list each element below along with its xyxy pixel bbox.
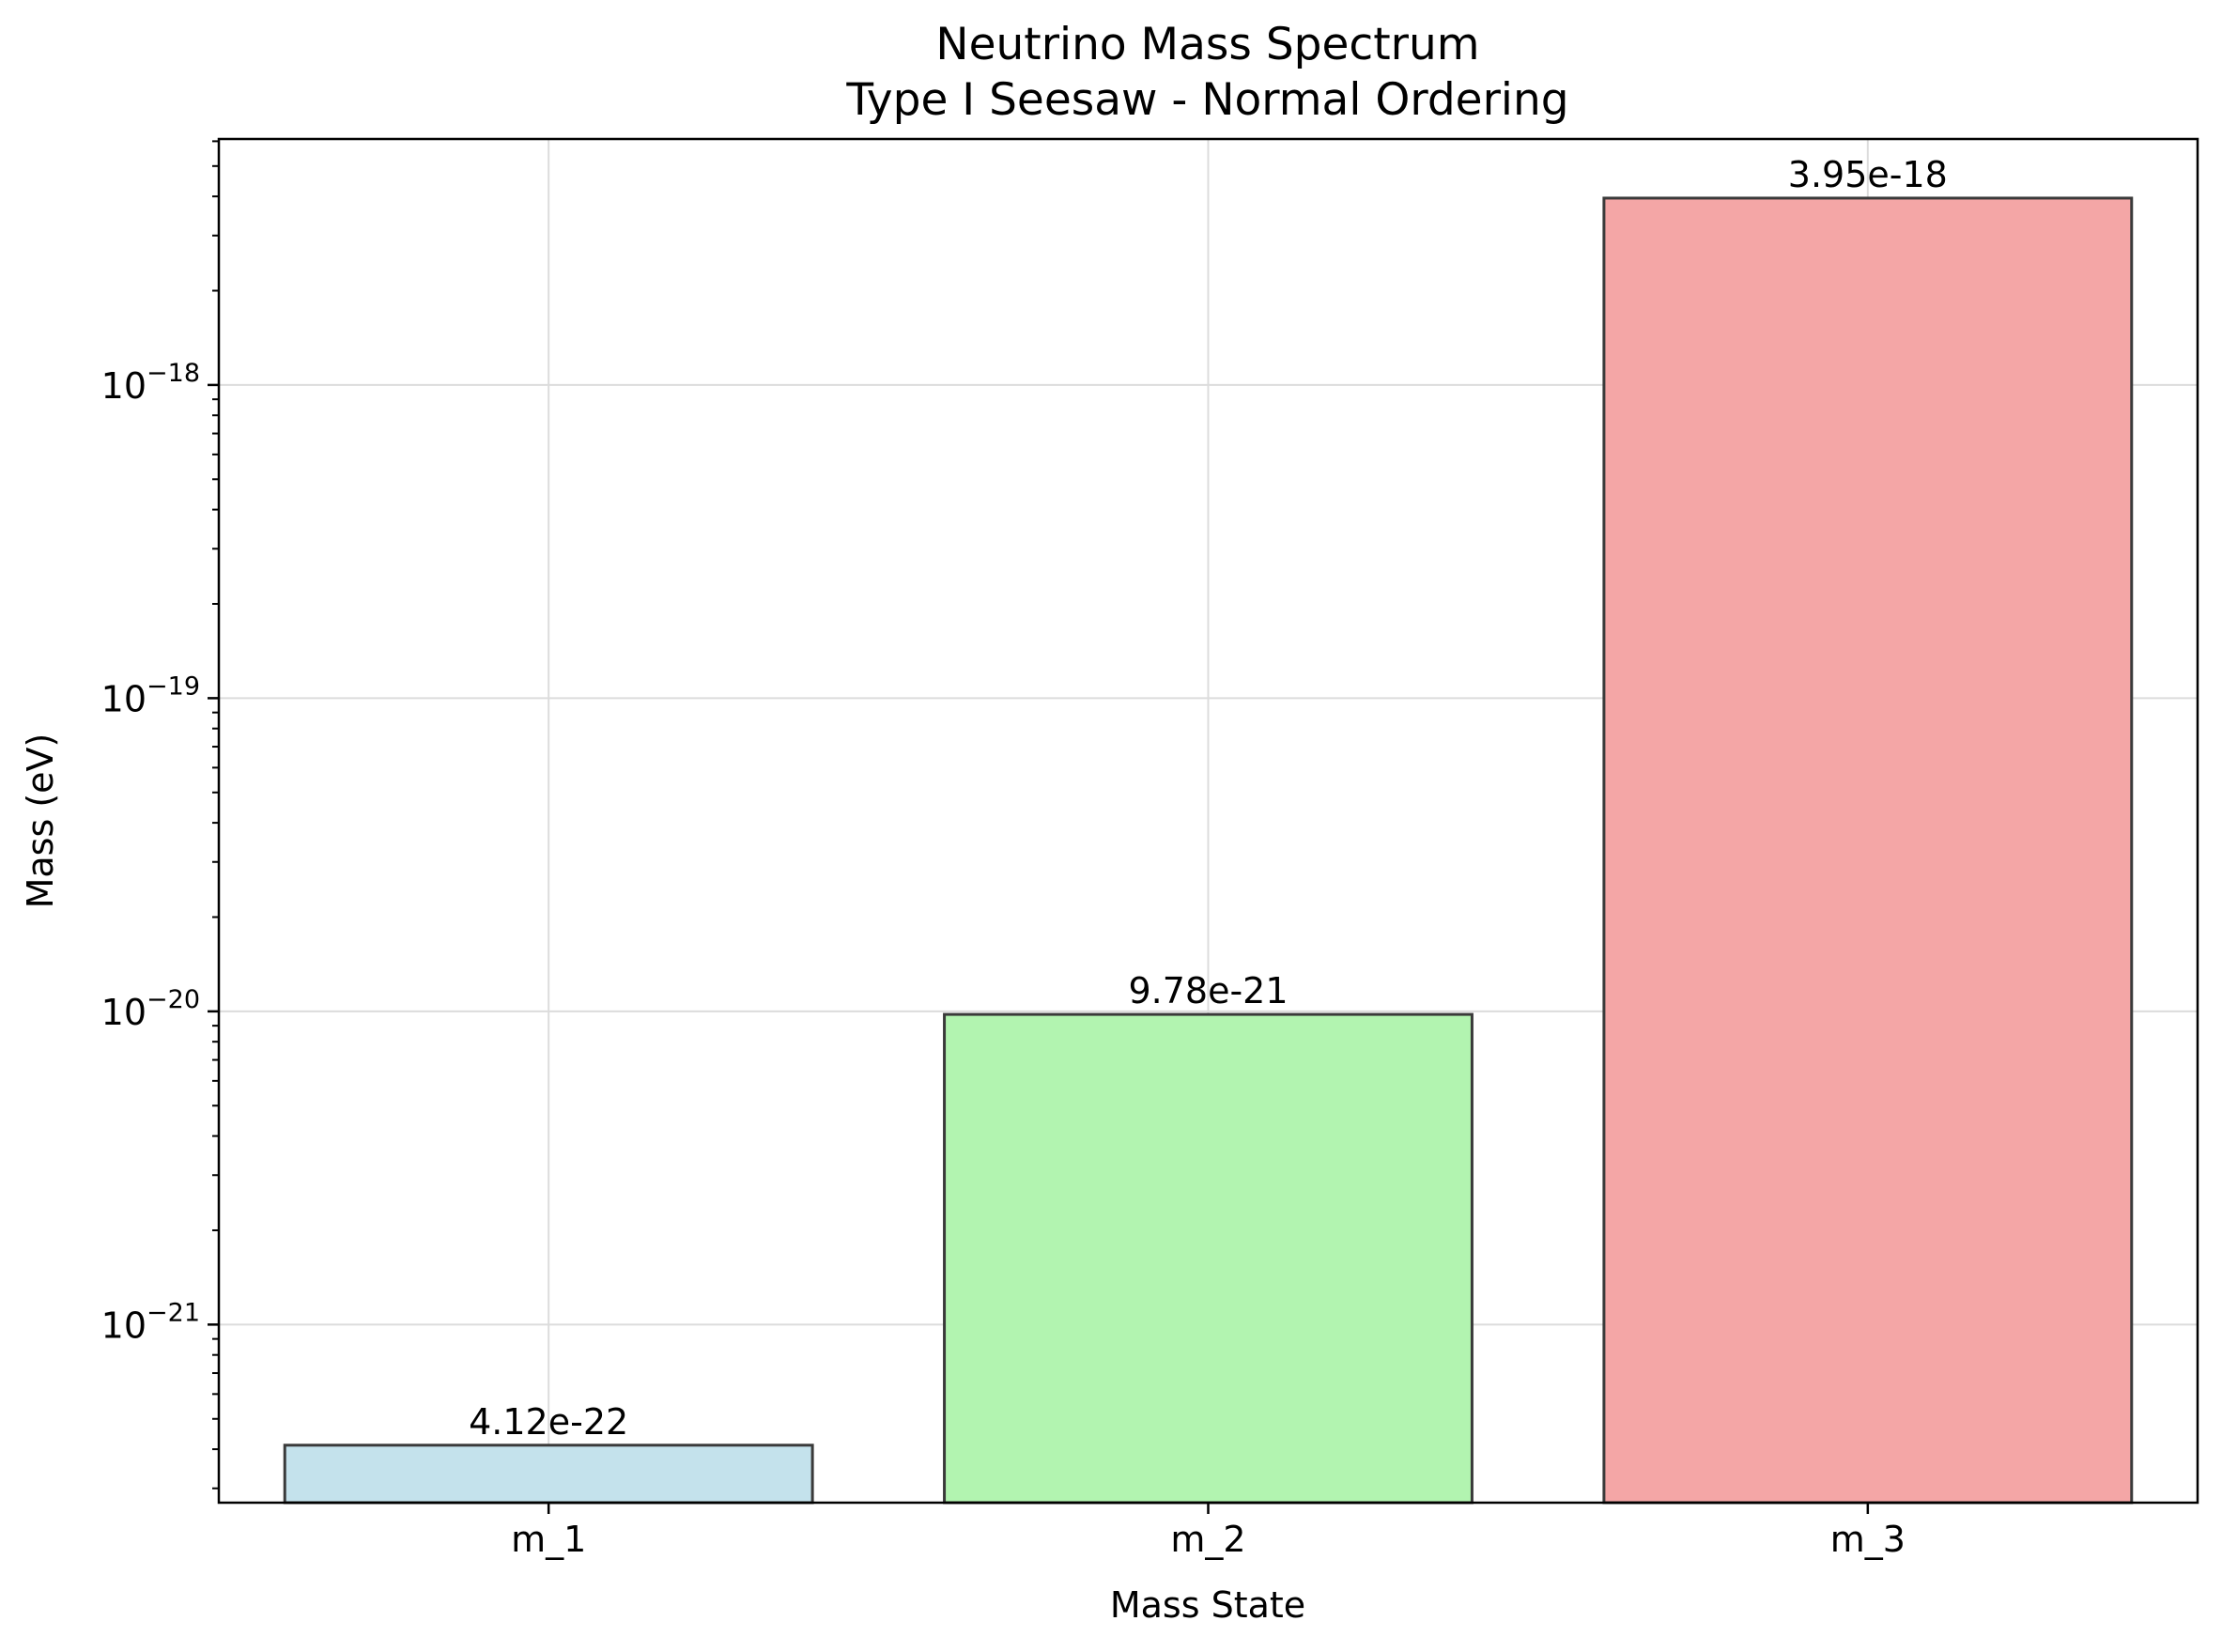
chart-title: Neutrino Mass Spectrum bbox=[935, 19, 1479, 70]
y-axis-label: Mass (eV) bbox=[20, 733, 61, 909]
y-tick-label: 10−19 bbox=[101, 672, 200, 719]
x-tick-label: m_2 bbox=[1170, 1519, 1245, 1560]
x-axis-label: Mass State bbox=[1110, 1584, 1305, 1626]
bar-value-label: 3.95e-18 bbox=[1788, 154, 1948, 195]
bar-value-label: 9.78e-21 bbox=[1128, 970, 1288, 1011]
bar-value-label: 4.12e-22 bbox=[469, 1401, 628, 1443]
x-tick-label: m_1 bbox=[511, 1519, 586, 1560]
chart-subtitle: Type I Seesaw - Normal Ordering bbox=[845, 74, 1568, 126]
bar-m1 bbox=[283, 1444, 814, 1505]
y-axis: 10−21 10−20 10−19 10−18 bbox=[101, 140, 219, 1490]
data-labels: 4.12e-22 9.78e-21 3.95e-18 bbox=[469, 154, 1948, 1443]
y-tick-label: 10−18 bbox=[101, 359, 200, 407]
bar-m2 bbox=[943, 1012, 1474, 1505]
y-tick-label: 10−21 bbox=[101, 1298, 200, 1346]
y-tick-label: 10−20 bbox=[101, 985, 200, 1033]
x-tick-label: m_3 bbox=[1830, 1519, 1906, 1560]
bar-m3 bbox=[1602, 196, 2134, 1505]
x-axis: m_1 m_2 m_3 bbox=[511, 1503, 1906, 1560]
